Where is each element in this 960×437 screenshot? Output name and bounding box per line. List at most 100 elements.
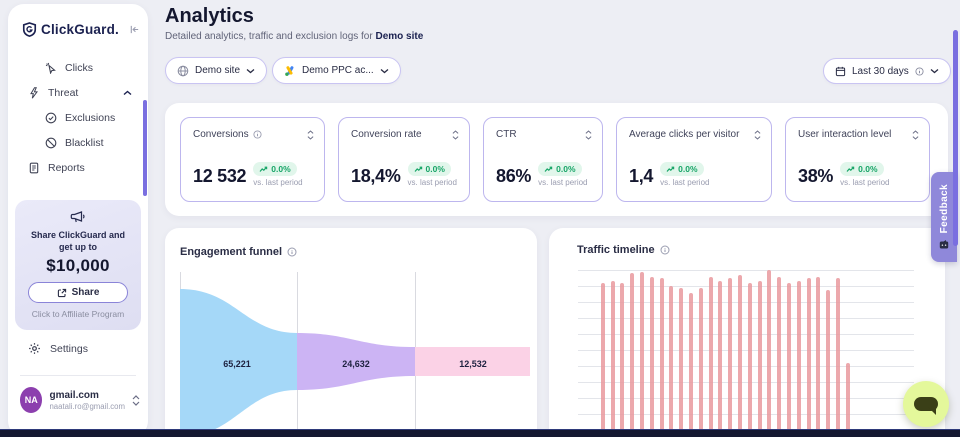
- calendar-icon: [835, 66, 846, 77]
- traffic-bar: [620, 283, 625, 437]
- kpi-card-ctr[interactable]: CTR 86% 0.0% vs. last period: [483, 117, 603, 202]
- traffic-bar: [630, 273, 635, 437]
- nav-label: Reports: [48, 161, 85, 174]
- chevron-up-icon[interactable]: [123, 90, 132, 96]
- traffic-timeline-card: Traffic timeline: [549, 228, 945, 437]
- kpi-value: 86%: [496, 166, 532, 186]
- traffic-bar: [826, 289, 831, 437]
- traffic-bars: [578, 269, 914, 437]
- sort-icon[interactable]: [754, 129, 761, 140]
- traffic-bar: [708, 276, 713, 437]
- traffic-bar: [600, 283, 605, 437]
- external-link-icon: [57, 288, 67, 298]
- feedback-label: Feedback: [938, 184, 950, 234]
- funnel-stage-value: 12,532: [459, 359, 487, 369]
- funnel-stage-value: 65,221: [223, 359, 251, 369]
- sidebar-item-blacklist[interactable]: Blacklist: [8, 130, 148, 155]
- kpi-card-conversion-rate[interactable]: Conversion rate 18,4% 0.0% vs. last peri…: [338, 117, 470, 202]
- kpi-card-avg-clicks[interactable]: Average clicks per visitor 1,4 0.0% vs. …: [616, 117, 772, 202]
- traffic-bar: [718, 281, 723, 437]
- info-icon: [253, 130, 262, 139]
- funnel-svg: [180, 272, 530, 437]
- traffic-bar: [659, 278, 664, 437]
- date-range-dropdown[interactable]: Last 30 days: [823, 58, 951, 84]
- feedback-tab[interactable]: Feedback: [931, 172, 957, 262]
- traffic-bar: [689, 292, 693, 437]
- sort-icon[interactable]: [307, 129, 314, 140]
- chat-icon: [914, 397, 938, 415]
- funnel-chart-title: Engagement funnel: [180, 246, 283, 258]
- kpi-card-conversions[interactable]: Conversions 12 532 0.0% vs. last period: [180, 117, 325, 202]
- traffic-bar: [738, 274, 742, 437]
- kpi-panel: Conversions 12 532 0.0% vs. last period …: [165, 103, 948, 216]
- logo-text: ClickGuard.: [41, 22, 119, 37]
- sidebar-scrollbar[interactable]: [143, 100, 147, 196]
- kpi-label: User interaction level: [798, 129, 892, 140]
- sidebar-item-threat[interactable]: Threat: [8, 80, 148, 105]
- traffic-bar: [816, 276, 821, 437]
- traffic-bar: [836, 278, 840, 437]
- exclusions-icon: [45, 112, 57, 124]
- info-icon[interactable]: [660, 245, 670, 255]
- date-filter-label: Last 30 days: [852, 65, 909, 77]
- site-filter-label: Demo site: [195, 65, 241, 76]
- sidebar-item-exclusions[interactable]: Exclusions: [8, 105, 148, 130]
- nav-label: Exclusions: [65, 111, 116, 124]
- affiliate-promo-card[interactable]: Share ClickGuard and get up to $10,000 S…: [15, 200, 141, 330]
- traffic-bar: [669, 286, 674, 437]
- kpi-change: 0.0%: [858, 164, 878, 174]
- traffic-bar: [698, 287, 703, 437]
- window-bottom-edge: [0, 429, 960, 437]
- account-name: gmail.com: [49, 389, 99, 401]
- share-button-label: Share: [71, 287, 100, 299]
- site-filter-dropdown[interactable]: Demo site: [165, 57, 268, 84]
- kpi-caption: vs. last period: [660, 178, 710, 187]
- sort-icon[interactable]: [585, 129, 592, 140]
- promo-text-line2: get up to: [59, 241, 97, 252]
- feedback-icon: [939, 240, 949, 250]
- kpi-label: Average clicks per visitor: [629, 129, 740, 140]
- sidebar-collapse-icon[interactable]: [129, 24, 140, 35]
- info-icon[interactable]: [287, 247, 297, 257]
- kpi-value: 18,4%: [351, 166, 401, 186]
- account-email: naatali.ro@gmail.com: [49, 401, 125, 411]
- share-button[interactable]: Share: [28, 282, 128, 304]
- sidebar-item-reports[interactable]: Reports: [8, 155, 148, 180]
- megaphone-icon: [70, 211, 87, 229]
- kpi-label: Conversions: [193, 129, 249, 140]
- trend-up-icon: [544, 166, 553, 172]
- updown-chevron-icon: [132, 394, 140, 406]
- sidebar-item-clicks[interactable]: Clicks: [8, 55, 148, 80]
- page-subtitle-text: Detailed analytics, traffic and exclusio…: [165, 31, 373, 42]
- kpi-change: 0.0%: [556, 164, 576, 174]
- page-title: Analytics: [165, 5, 254, 27]
- nav-label: Threat: [48, 86, 79, 99]
- traffic-bar: [747, 283, 752, 437]
- info-icon: [915, 66, 924, 76]
- sidebar-item-settings[interactable]: Settings: [28, 342, 88, 355]
- avatar: NA: [20, 387, 43, 413]
- promo-text-line1: Share ClickGuard and: [30, 230, 126, 240]
- account-switcher[interactable]: NA gmail.com naatali.ro@gmail.com: [20, 387, 140, 413]
- kpi-label: Conversion rate: [351, 129, 422, 140]
- sidebar-nav: Clicks Threat Exclusions Blacklist: [8, 55, 148, 180]
- nav-label: Blacklist: [65, 136, 104, 149]
- google-ads-icon: [284, 65, 296, 77]
- engagement-funnel-card: Engagement funnel 65,221 24,632 12,532: [165, 228, 537, 437]
- kpi-card-interaction-level[interactable]: User interaction level 38% 0.0% vs. last…: [785, 117, 930, 202]
- trend-up-icon: [666, 166, 675, 172]
- ppc-account-dropdown[interactable]: Demo PPC ac...: [272, 57, 401, 84]
- trend-up-icon: [259, 166, 268, 172]
- kpi-change: 0.0%: [678, 164, 698, 174]
- sort-icon[interactable]: [452, 129, 459, 140]
- traffic-bar: [767, 270, 772, 437]
- page-scrollbar[interactable]: [953, 30, 958, 246]
- sort-icon[interactable]: [912, 129, 919, 140]
- kpi-change: 0.0%: [271, 164, 291, 174]
- trend-up-icon: [846, 166, 855, 172]
- chat-widget-button[interactable]: [903, 381, 949, 427]
- traffic-bar: [806, 278, 811, 437]
- promo-amount: $10,000: [46, 256, 110, 276]
- traffic-bar: [728, 278, 733, 437]
- promo-caption: Click to Affiliate Program: [31, 309, 125, 320]
